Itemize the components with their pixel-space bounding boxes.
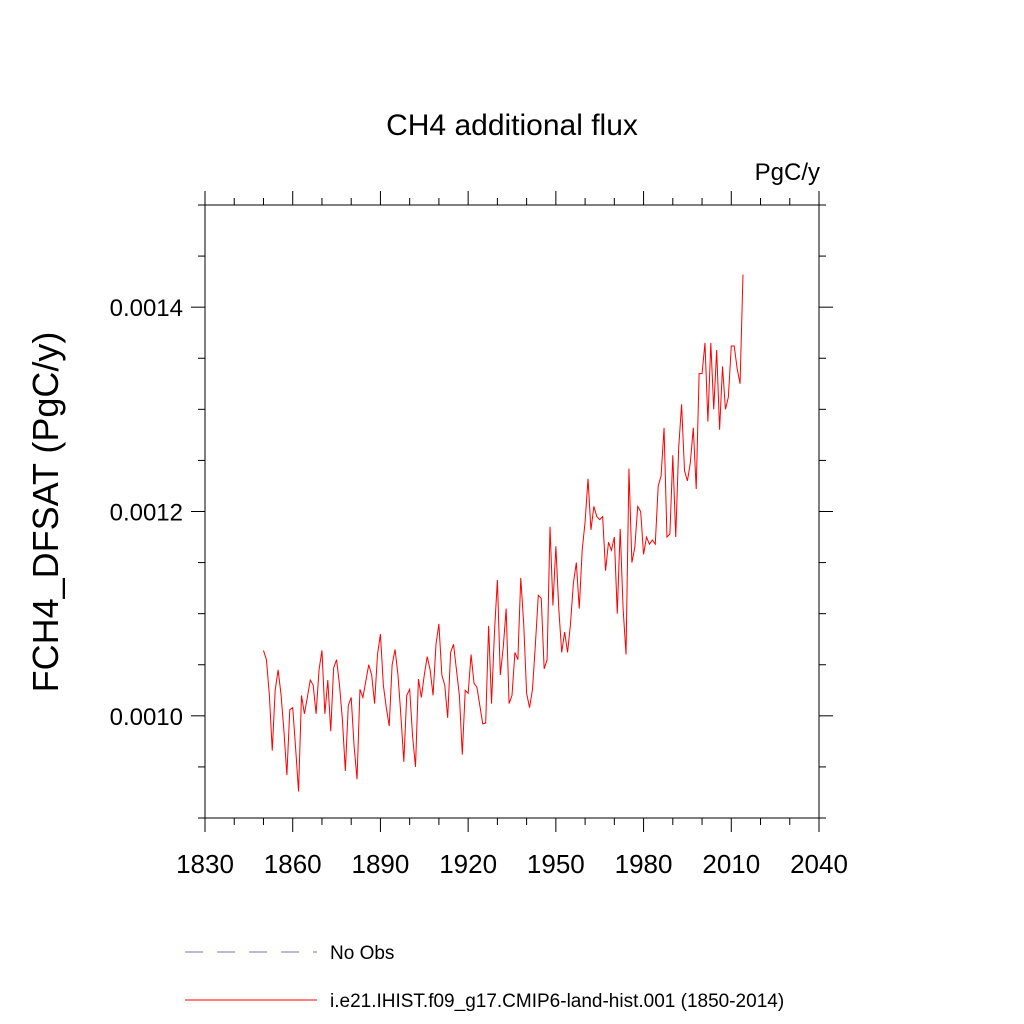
plot-frame xyxy=(204,204,820,819)
axes: 1830 1860 1890 1920 1950 1980 2010 2040 0.0010 0.… xyxy=(110,191,848,879)
x-tick-label: 1830 xyxy=(176,849,234,879)
y-tick-label: 0.0012 xyxy=(110,500,183,527)
chart-title: CH4 additional flux xyxy=(386,109,638,142)
x-tick-label: 1860 xyxy=(264,849,322,879)
x-tick-label: 2010 xyxy=(702,849,760,879)
y-axis-label: FCH4_DFSAT (PgC/y) xyxy=(25,332,66,693)
x-tick-label: 1950 xyxy=(527,849,585,879)
x-tick-label: 2040 xyxy=(790,849,848,879)
x-tick-label: 1980 xyxy=(615,849,673,879)
x-tick-label: 1920 xyxy=(439,849,497,879)
units-label: PgC/y xyxy=(755,159,820,186)
legend: No Obs i.e21.IHIST.f09_g17.CMIP6-land-his… xyxy=(185,943,784,1012)
series-line xyxy=(263,274,744,792)
series-group xyxy=(263,274,744,792)
y-tick-label: 0.0014 xyxy=(110,295,183,322)
legend-label: i.e21.IHIST.f09_g17.CMIP6-land-hist.001 … xyxy=(330,991,784,1012)
y-tick-label: 0.0010 xyxy=(110,704,183,731)
legend-label: No Obs xyxy=(330,943,394,964)
x-tick-label: 1890 xyxy=(352,849,410,879)
